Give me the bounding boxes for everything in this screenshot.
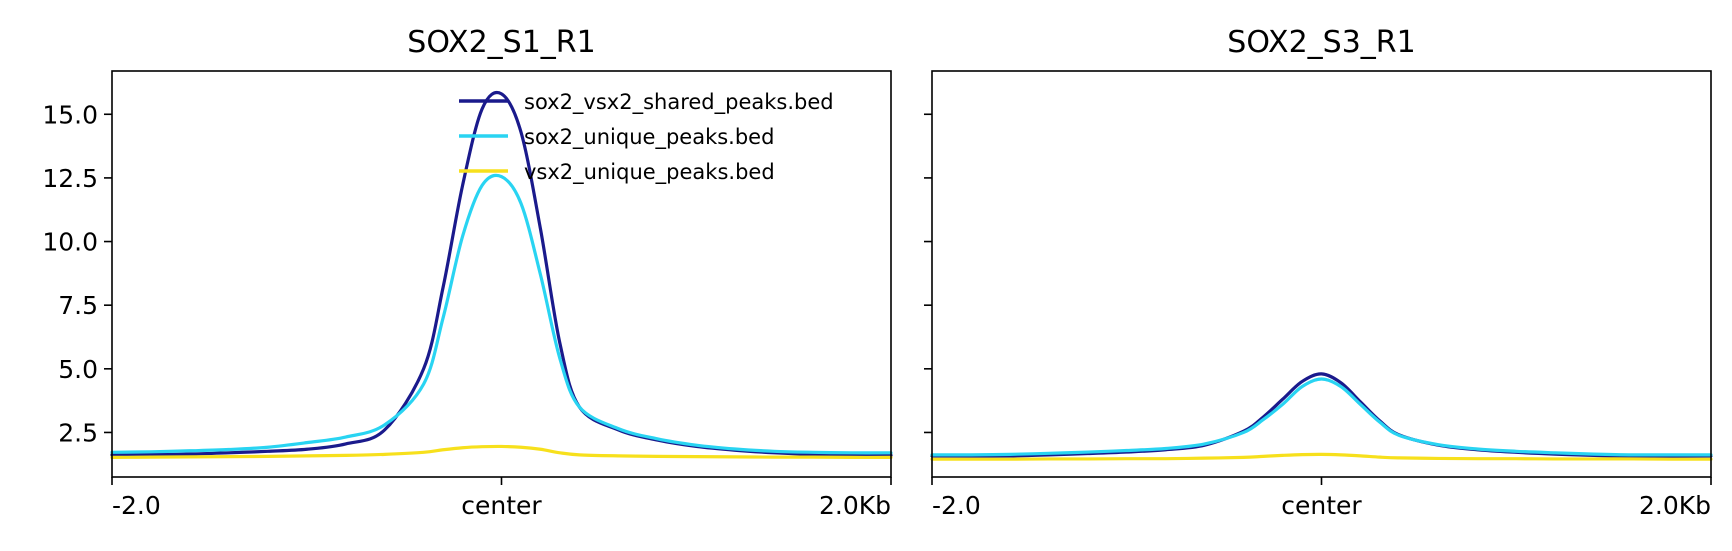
x-tick-label: 2.0Kb [1639, 491, 1711, 520]
panel-1: SOX2_S1_R1 2.5 5.0 7.5 10.0 12.5 15.0 -2.0 cente… [42, 25, 893, 520]
legend-label: sox2_unique_peaks.bed [524, 125, 774, 150]
x-tick-label: 2.0Kb [819, 491, 891, 520]
panel-title: SOX2_S3_R1 [1227, 25, 1415, 60]
series-lines [110, 90, 893, 460]
panel-2: SOX2_S3_R1 -2.0 center 2.0Kb [924, 25, 1713, 520]
y-tick-label: 7.5 [58, 291, 98, 320]
y-tick-label: 5.0 [58, 355, 98, 384]
y-tick-label: 2.5 [58, 418, 98, 447]
y-tick-label: 10.0 [42, 228, 98, 257]
series-line-3 [930, 452, 1713, 461]
x-tick-label: center [461, 491, 542, 520]
series-lines [930, 372, 1713, 461]
legend-label: vsx2_unique_peaks.bed [524, 160, 775, 185]
series-line-3 [110, 444, 893, 460]
x-tick-label: center [1281, 491, 1362, 520]
x-tick-label: -2.0 [112, 491, 161, 520]
y-tick-label: 12.5 [42, 164, 98, 193]
y-tick-label: 15.0 [42, 100, 98, 129]
legend-label: sox2_vsx2_shared_peaks.bed [524, 90, 834, 115]
series-line-1 [930, 372, 1713, 459]
series-line-2 [930, 377, 1713, 457]
plot-frame [931, 70, 1712, 478]
panel-title: SOX2_S1_R1 [407, 25, 595, 60]
x-tick-label: -2.0 [932, 491, 981, 520]
legend: sox2_vsx2_shared_peaks.bed sox2_unique_pe… [459, 90, 834, 185]
series-line-2 [110, 173, 893, 455]
